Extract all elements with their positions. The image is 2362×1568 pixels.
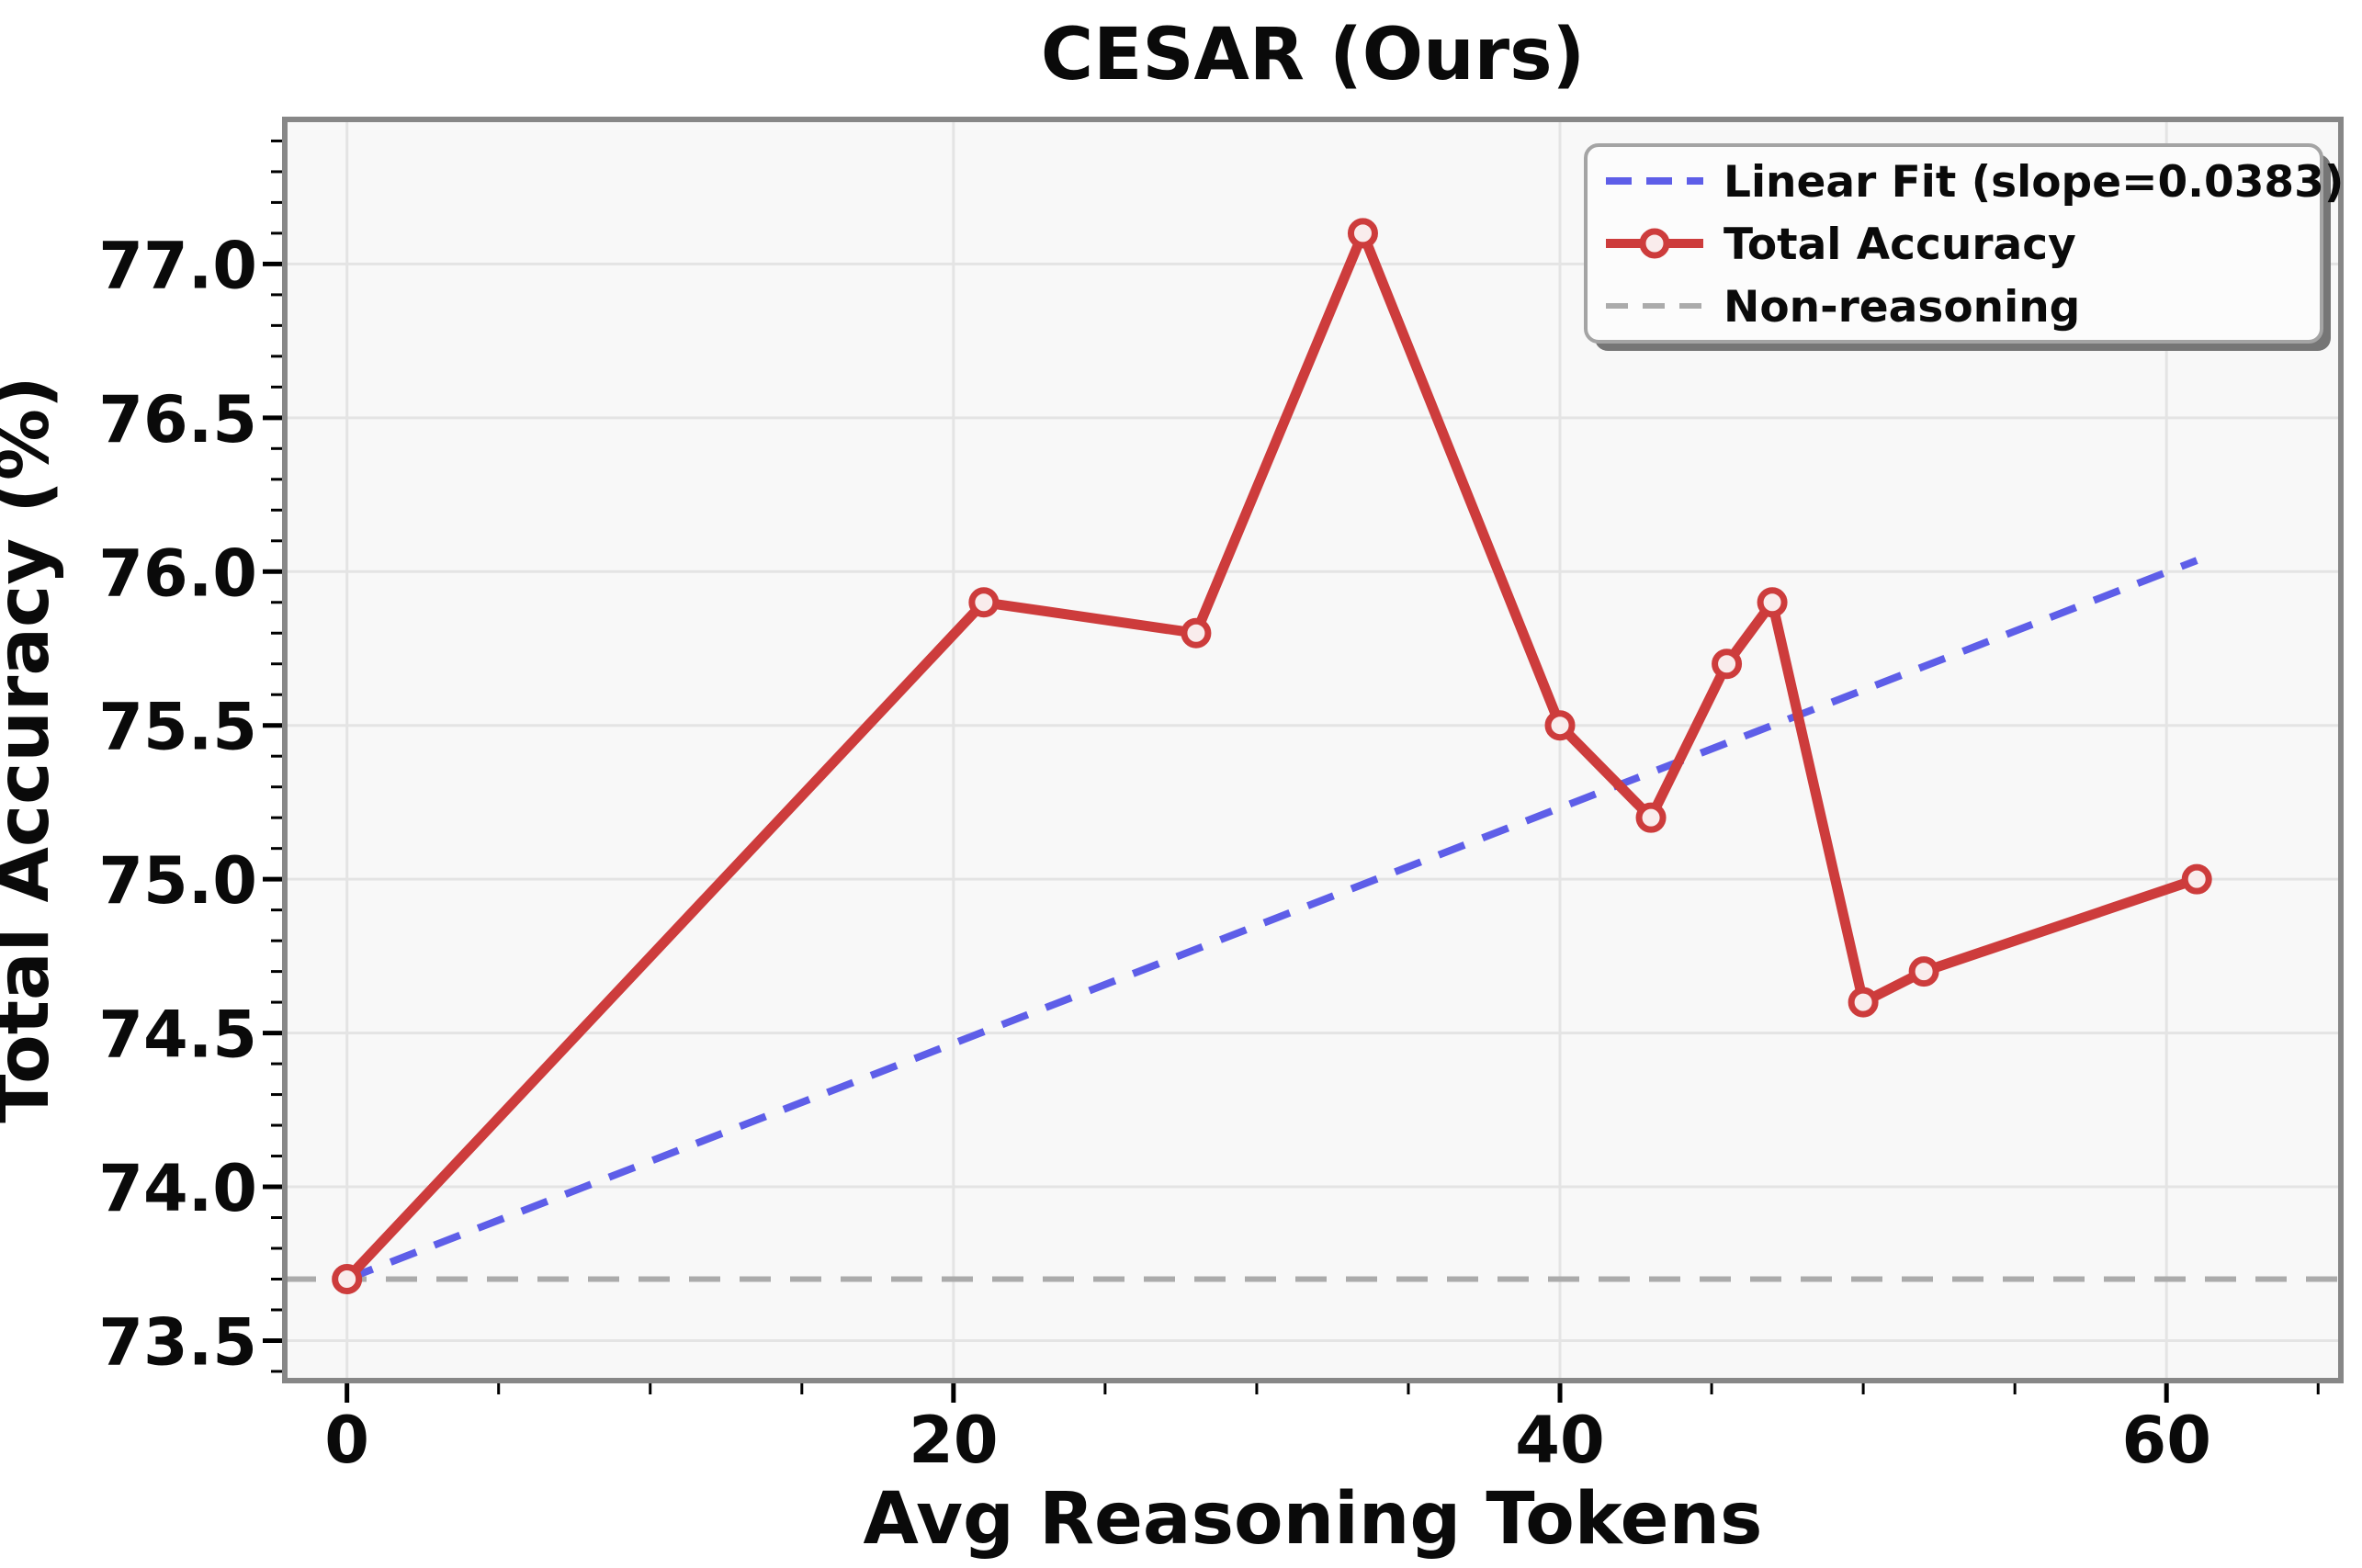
x-tick-label: 60 <box>2121 1403 2210 1478</box>
y-axis-ticks <box>263 139 282 1373</box>
data-point-marker <box>1712 649 1743 680</box>
legend-fit-label: Linear Fit (slope=0.0383) <box>1723 157 2344 208</box>
y-tick-label: 74.0 <box>98 1151 257 1226</box>
data-point-marker <box>1908 956 1939 987</box>
y-tick-label: 74.5 <box>98 998 257 1073</box>
data-point-marker <box>1848 987 1879 1018</box>
data-point-marker <box>1544 710 1576 741</box>
x-tick-label: 20 <box>909 1403 998 1478</box>
data-point-marker <box>968 587 1000 618</box>
legend-entry-fit: Linear Fit (slope=0.0383) <box>1606 157 2344 208</box>
legend-entry-baseline: Non-reasoning <box>1606 282 2080 333</box>
x-tick-label: 0 <box>324 1403 369 1478</box>
data-point-marker <box>332 1263 363 1294</box>
fit-line-series <box>345 557 2198 1283</box>
x-axis-ticks <box>345 1383 2320 1403</box>
gridlines <box>285 119 2341 1381</box>
y-tick-label: 77.0 <box>98 228 257 303</box>
y-tick-label: 73.5 <box>98 1304 257 1380</box>
y-tick-label: 75.5 <box>98 690 257 765</box>
data-point-marker <box>1181 617 1212 649</box>
accuracy-markers <box>332 218 2212 1294</box>
legend-entry-accuracy: Total Accuracy <box>1606 220 2076 270</box>
data-point-marker <box>1347 218 1378 249</box>
chart-title: CESAR (Ours) <box>1041 14 1585 96</box>
x-axis-tick-labels: 0 20 40 60 <box>324 1403 2211 1478</box>
y-axis-tick-labels: 73.5 74.0 74.5 75.0 75.5 76.0 76.5 77.0 <box>98 228 257 1380</box>
data-point-marker <box>2181 863 2212 895</box>
legend-accuracy-label: Total Accuracy <box>1723 220 2076 270</box>
legend-box <box>1584 143 2323 344</box>
y-tick-label: 76.5 <box>98 382 257 457</box>
legend: Linear Fit (slope=0.0383) Total Accuracy… <box>1584 143 2344 351</box>
data-point-marker <box>1757 587 1788 618</box>
x-axis-label: Avg Reasoning Tokens <box>864 1478 1763 1561</box>
y-tick-label: 75.0 <box>98 843 257 919</box>
y-tick-label: 76.0 <box>98 536 257 611</box>
linear-fit-line <box>345 557 2198 1283</box>
axes-spines <box>282 117 2344 1383</box>
legend-accuracy-marker-sample <box>1639 228 1670 259</box>
x-tick-label: 40 <box>1515 1403 1604 1478</box>
y-axis-label: Total Accuracy (%) <box>0 376 65 1122</box>
legend-baseline-label: Non-reasoning <box>1723 282 2080 333</box>
data-point-marker <box>1635 802 1667 833</box>
